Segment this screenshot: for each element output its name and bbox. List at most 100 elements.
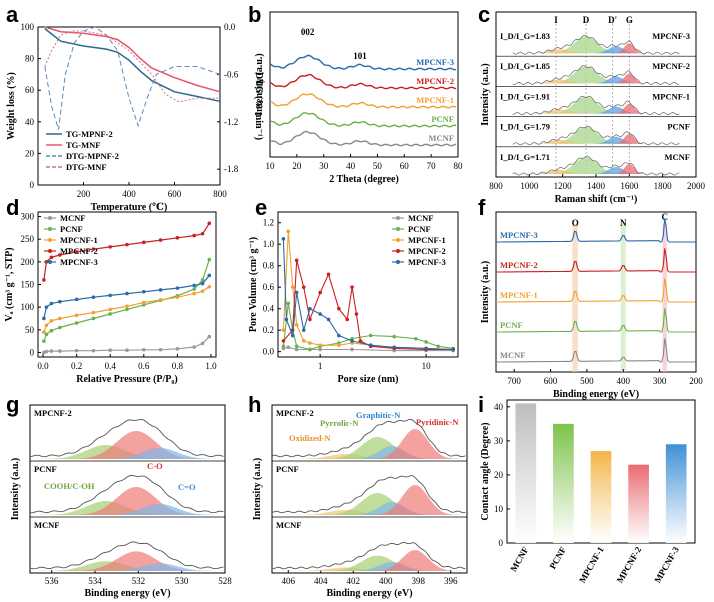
i-ytick-label: 0 [499, 538, 504, 548]
g-xtick-label: 528 [218, 576, 232, 586]
d-ytick-label: 150 [21, 280, 35, 290]
f-series-label: MCNF [500, 350, 526, 360]
e-point [337, 306, 341, 311]
a-series-TG-MPNF-2 [44, 28, 221, 103]
d-series-MPCNF-3 [43, 275, 210, 319]
c-fit-component [512, 157, 680, 174]
c-fit-component [512, 66, 680, 84]
f-xtick-label: 600 [544, 376, 558, 386]
b-xtick-label: 40 [346, 161, 356, 171]
d-point [175, 347, 180, 351]
a-series-DTG-MPNF-2 [44, 26, 221, 130]
f-series-MCNF [496, 338, 696, 363]
c-fit-component [512, 43, 680, 54]
d-point [44, 349, 49, 354]
panel-label-f: f [478, 195, 486, 220]
d-point [58, 253, 62, 257]
h-fit-component [272, 502, 467, 515]
f-annotation-O: O [572, 218, 579, 228]
d-point [91, 295, 96, 299]
h-xtick-label: 398 [412, 576, 426, 586]
d-point [141, 347, 146, 352]
g-xtick-label: 534 [88, 576, 102, 586]
d-legend-label: MPCNF-1 [60, 235, 98, 245]
b-xtick-label: 50 [373, 161, 383, 171]
d-point [44, 332, 49, 337]
f-xtick-label: 400 [617, 376, 631, 386]
d-point [207, 273, 212, 278]
h-fit-component [272, 510, 467, 515]
d-point [49, 349, 54, 353]
b-annotation-002: 002 [301, 27, 315, 37]
b-xlabel: 2 Theta (degree) [329, 174, 399, 185]
h-xtick-label: 396 [444, 576, 458, 586]
b-series-label: MPCNF-2 [416, 76, 454, 86]
g-xlabel: Binding energy (eV) [84, 588, 170, 599]
d-ytick-label: 50 [25, 325, 35, 335]
f-xlabel: Binding energy (eV) [553, 389, 639, 400]
e-ylabel: Pore Volume (cm³ g⁻¹) [248, 237, 259, 332]
panel-label-g: g [6, 392, 19, 417]
h-envelope [271, 541, 466, 570]
d-xtick-label: 0.8 [172, 361, 184, 371]
e-plot-frame [277, 211, 459, 358]
d-xtick-label: 0.4 [105, 361, 117, 371]
b-series-PCNF [269, 112, 457, 128]
c-xtick-label: 1600 [620, 181, 639, 191]
d-point [192, 287, 196, 291]
d-point [108, 348, 113, 353]
c-ratio-label: I_D/I_G=1.85 [500, 61, 550, 71]
d-point [141, 240, 146, 245]
d-point [200, 281, 205, 286]
e-point [301, 339, 306, 343]
c-ratio-label: I_D/I_G=1.71 [500, 152, 550, 162]
e-point [368, 343, 373, 347]
e-point [326, 317, 331, 322]
d-point [42, 330, 46, 334]
h-xtick-label: 400 [379, 576, 393, 586]
a-ytick-label: 60 [25, 85, 35, 95]
h-component-label: Graphitic-N [356, 410, 401, 420]
i-ytick-label: 30 [494, 436, 504, 446]
e-point [308, 306, 312, 311]
c-fit-component [512, 139, 680, 144]
c-spectrum-MPCNF-3 [512, 34, 680, 55]
c-fit-component [512, 73, 680, 84]
c-xtick-label: 1000 [520, 181, 539, 191]
c-series-label: MPCNF-2 [652, 61, 690, 71]
h-fit-component [272, 454, 467, 459]
panel-label-c: c [478, 2, 490, 27]
c-spectrum-PCNF [512, 125, 680, 146]
d-point [74, 250, 79, 254]
a-ytick-label: 0 [30, 180, 35, 190]
e-legend-marker [396, 238, 400, 242]
d-ytick-label: 300 [21, 212, 35, 222]
a-ytick-label: 100 [21, 22, 35, 32]
b-xtick-label: 60 [400, 161, 410, 171]
e-point [290, 285, 295, 289]
e-series-MPCNF-2 [282, 260, 454, 351]
e-point [294, 322, 299, 327]
h-subpanel-label: MCNF [276, 520, 302, 530]
d-point [58, 316, 62, 321]
b-xtick-label: 30 [319, 161, 329, 171]
c-xtick-label: 2000 [687, 181, 706, 191]
h-component-label: Pyridinic-N [416, 417, 459, 427]
i-category-label: PCNF [547, 545, 568, 571]
e-legend-marker [396, 216, 400, 220]
c-fit-component [512, 103, 680, 114]
f-series-label: MPCNF-3 [500, 230, 538, 240]
e-point [281, 344, 286, 349]
e-legend-label: PCNF [408, 224, 431, 234]
h-fit-component [272, 437, 467, 459]
e-legend-label: MPCNF-1 [408, 235, 446, 245]
c-xtick-label: 1400 [587, 181, 606, 191]
c-band-label: D' [608, 15, 617, 25]
g-xtick-label: 530 [175, 576, 189, 586]
d-point [207, 284, 212, 289]
e-point [308, 317, 312, 322]
e-point [350, 339, 354, 343]
d-ytick-label: 0 [30, 347, 35, 357]
d-ylabel: Vₐ (cm³ g⁻¹, STP) [4, 247, 15, 321]
e-point [294, 258, 299, 263]
